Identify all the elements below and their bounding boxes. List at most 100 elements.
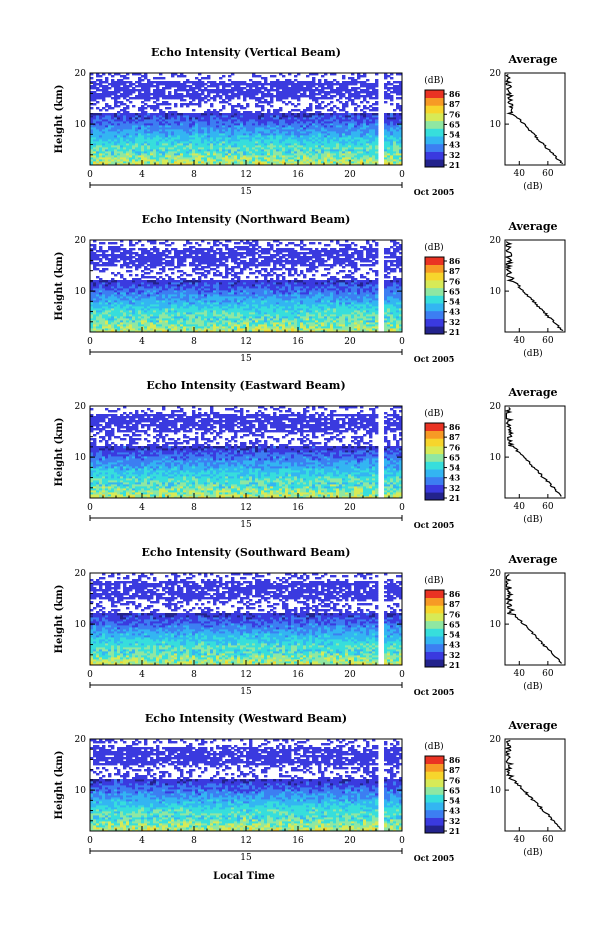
heatmap-cell bbox=[375, 121, 379, 124]
heatmap-cell bbox=[324, 137, 328, 140]
heatmap-cell bbox=[336, 147, 340, 150]
heatmap-cell bbox=[90, 260, 94, 263]
heatmap-cell bbox=[288, 117, 292, 120]
heatmap-cell bbox=[348, 123, 352, 126]
heatmap-cell bbox=[357, 87, 361, 90]
heatmap-cell bbox=[96, 298, 100, 301]
heatmap-cell bbox=[114, 89, 118, 92]
heatmap-cell bbox=[138, 109, 142, 112]
heatmap-cell bbox=[288, 115, 292, 118]
heatmap-cell bbox=[270, 159, 274, 162]
heatmap-cell bbox=[189, 155, 193, 158]
heatmap-cell bbox=[183, 121, 187, 124]
heatmap-cell bbox=[252, 135, 256, 138]
heatmap-cell bbox=[333, 119, 337, 122]
heatmap-cell bbox=[396, 155, 400, 158]
heatmap-cell bbox=[399, 131, 403, 134]
heatmap-cell bbox=[240, 117, 244, 120]
heatmap-cell bbox=[144, 159, 148, 162]
heatmap-cell bbox=[231, 93, 235, 96]
heatmap-cell bbox=[240, 145, 244, 148]
heatmap-cell bbox=[297, 85, 301, 88]
heatmap-cell bbox=[312, 137, 316, 140]
heatmap-cell bbox=[330, 161, 334, 164]
heatmap-cell bbox=[192, 135, 196, 138]
heatmap-cell bbox=[147, 95, 151, 98]
heatmap-cell bbox=[288, 125, 292, 128]
heatmap-cell bbox=[180, 330, 184, 333]
heatmap-cell bbox=[270, 147, 274, 150]
heatmap-cell bbox=[138, 280, 142, 283]
colorbar-segment bbox=[425, 105, 444, 114]
heatmap-cell bbox=[144, 292, 148, 295]
heatmap-cell bbox=[303, 161, 307, 164]
heatmap-cell bbox=[90, 153, 94, 156]
heatmap-cell bbox=[297, 153, 301, 156]
heatmap-cell bbox=[144, 298, 148, 301]
heatmap-cell bbox=[147, 286, 151, 289]
heatmap-cell bbox=[270, 139, 274, 142]
heatmap-cell bbox=[177, 276, 181, 279]
heatmap-cell bbox=[159, 145, 163, 148]
heatmap-cell bbox=[99, 326, 103, 329]
heatmap-cell bbox=[141, 119, 145, 122]
heatmap-cell bbox=[384, 119, 388, 122]
heatmap-cell bbox=[105, 296, 109, 299]
heatmap-cell bbox=[351, 157, 355, 160]
heatmap-cell bbox=[291, 137, 295, 140]
heatmap-cell bbox=[321, 125, 325, 128]
heatmap-cell bbox=[156, 141, 160, 144]
heatmap-cell bbox=[141, 163, 145, 166]
heatmap-cell bbox=[147, 81, 151, 84]
heatmap-cell bbox=[93, 99, 97, 102]
heatmap-cell bbox=[240, 161, 244, 164]
heatmap-cell bbox=[129, 155, 133, 158]
heatmap-cell bbox=[156, 304, 160, 307]
heatmap-cell bbox=[135, 163, 139, 166]
heatmap-cell bbox=[168, 117, 172, 120]
heatmap-cell bbox=[327, 87, 331, 90]
heatmap-cell bbox=[123, 159, 127, 162]
heatmap-cell bbox=[252, 161, 256, 164]
heatmap-cell bbox=[258, 97, 262, 100]
heatmap-cell bbox=[138, 316, 142, 319]
heatmap-cell bbox=[162, 103, 166, 106]
heatmap-cell bbox=[294, 141, 298, 144]
heatmap-cell bbox=[264, 129, 268, 132]
heatmap-cell bbox=[303, 113, 307, 116]
heatmap-cell bbox=[312, 117, 316, 120]
heatmap-cell bbox=[345, 135, 349, 138]
heatmap-cell bbox=[219, 155, 223, 158]
heatmap-cell bbox=[177, 258, 181, 261]
heatmap-cell bbox=[279, 93, 283, 96]
heatmap-cell bbox=[399, 137, 403, 140]
profile-x-label: (dB) bbox=[523, 181, 542, 192]
heatmap-cell bbox=[126, 290, 130, 293]
heatmap-cell bbox=[291, 127, 295, 130]
heatmap-cell bbox=[183, 89, 187, 92]
x-tick-label: 8 bbox=[191, 170, 197, 180]
heatmap-cell bbox=[147, 322, 151, 325]
heatmap-cell bbox=[153, 113, 157, 116]
heatmap-cell bbox=[156, 89, 160, 92]
heatmap-cell bbox=[342, 123, 346, 126]
heatmap-cell bbox=[375, 161, 379, 164]
heatmap-cell bbox=[117, 145, 121, 148]
heatmap-cell bbox=[120, 310, 124, 313]
heatmap-cell bbox=[315, 73, 319, 76]
heatmap-cell bbox=[171, 258, 175, 261]
heatmap-cell bbox=[93, 306, 97, 309]
heatmap-cell bbox=[363, 107, 367, 110]
heatmap-cell bbox=[150, 258, 154, 261]
heatmap-cell bbox=[285, 81, 289, 84]
heatmap-cell bbox=[165, 320, 169, 323]
heatmap-cell bbox=[114, 254, 118, 257]
heatmap-cell bbox=[102, 308, 106, 311]
heatmap-cell bbox=[192, 123, 196, 126]
heatmap-cell bbox=[204, 115, 208, 118]
heatmap-cell bbox=[393, 123, 397, 126]
heatmap-cell bbox=[387, 121, 391, 124]
heatmap-cell bbox=[102, 159, 106, 162]
heatmap-cell bbox=[144, 91, 148, 94]
heatmap-cell bbox=[129, 119, 133, 122]
